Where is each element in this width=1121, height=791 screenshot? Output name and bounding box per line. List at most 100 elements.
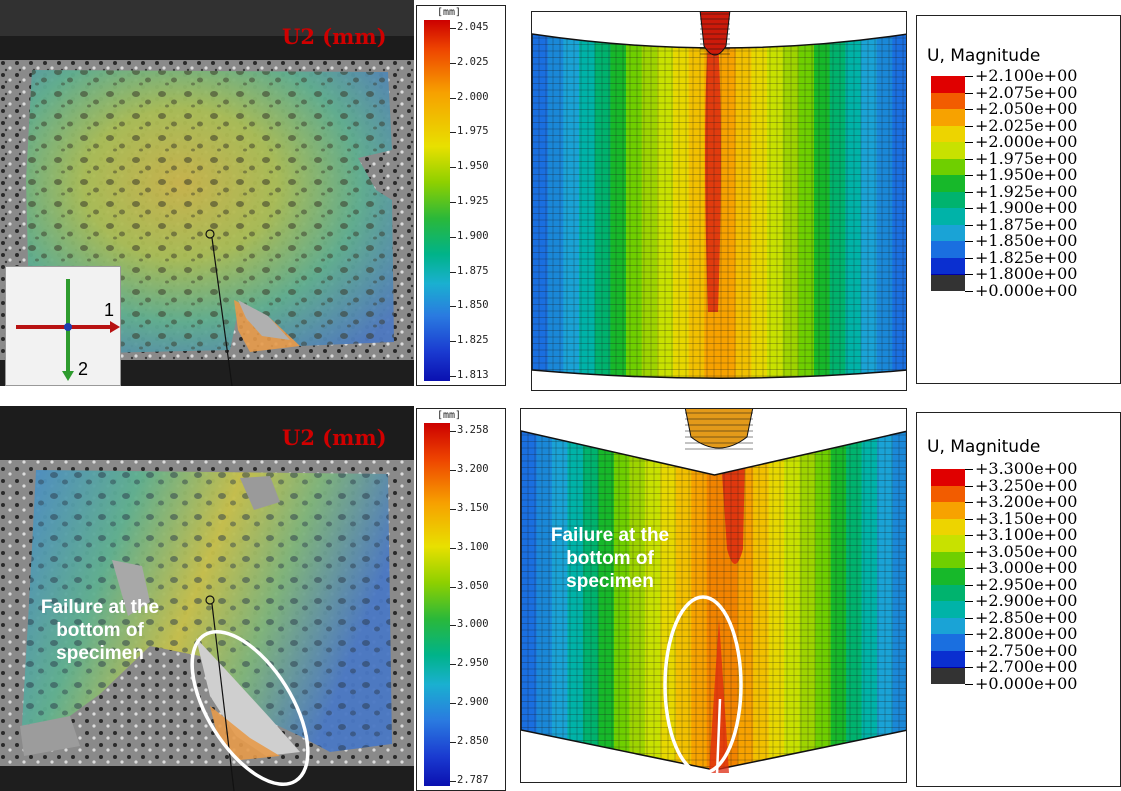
fe-stripe (536, 409, 552, 783)
fe-stripe (877, 12, 893, 391)
legend-tick (965, 535, 973, 536)
legend-tick (965, 601, 973, 602)
legend-value: +3.300e+00 (975, 461, 1077, 477)
legend-title-bottom: U, Magnitude (927, 437, 1040, 457)
colorbar-tick-label: 2.000 (457, 91, 489, 103)
colorbar-tick-mark (450, 587, 456, 588)
colorbar-unit-bottom: [mm] (437, 410, 461, 421)
fe-stripe (548, 12, 564, 391)
legend-tick (965, 684, 973, 685)
legend-swatch (931, 275, 965, 292)
colorbar-tick-mark (450, 742, 456, 743)
colorbar-tick-label: 2.950 (457, 657, 489, 669)
colorbar-top: [mm] 2.045 2.025 2.000 1.975 1.950 1.925 1.900… (416, 5, 506, 386)
legend-value: +3.100e+00 (975, 527, 1077, 543)
legend-swatch (931, 519, 965, 536)
fe-stripe (830, 12, 846, 391)
legend-swatch (931, 109, 965, 126)
colorbar-tick-mark (450, 237, 456, 238)
colorbar-tick-mark (450, 202, 456, 203)
legend-tick (965, 76, 973, 77)
legend-swatch (931, 159, 965, 176)
fe-stripe (626, 12, 642, 391)
failure-line-1: Failure at the (10, 596, 190, 619)
colorbar-tick-mark (450, 63, 456, 64)
colorbar-tick-label: 3.258 (457, 424, 489, 436)
legend-swatch (931, 469, 965, 486)
legend-value: +2.100e+00 (975, 68, 1077, 84)
colorbar-tick-label: 2.045 (457, 21, 489, 33)
fe-model-bottom (520, 408, 907, 783)
axis-indicator: 1 2 (5, 266, 121, 386)
fe-model-top (531, 11, 907, 391)
legend-swatch (931, 142, 965, 159)
colorbar-tick-mark (450, 376, 456, 377)
fe-stripe (831, 409, 847, 783)
failure-line-3: specimen (520, 570, 700, 593)
legend-value: +3.000e+00 (975, 560, 1077, 576)
legend-swatch (931, 258, 965, 275)
colorbar-tick-mark (450, 431, 456, 432)
failure-annotation-bottom-left: Failure at the bottom of specimen (10, 596, 190, 665)
colorbar-tick-label: 2.850 (457, 735, 489, 747)
legend-top: U, Magnitude +2.100e+00 +2.075e+00 +2.050e… (916, 15, 1121, 384)
axis-label-2: 2 (78, 359, 88, 380)
colorbar-gradient-top (424, 20, 450, 381)
legend-value: +2.000e+00 (975, 134, 1077, 150)
legend-swatch (931, 126, 965, 143)
failure-line-2: bottom of (520, 547, 700, 570)
fe-stripe (784, 409, 800, 783)
fe-stripe (845, 12, 861, 391)
legend-tick (965, 274, 973, 275)
legend-swatch (931, 668, 965, 685)
legend-tick (965, 469, 973, 470)
colorbar-bottom: [mm] 3.258 3.200 3.150 3.100 3.050 3.000 2.950… (416, 408, 506, 791)
failure-line-3: specimen (10, 642, 190, 665)
fe-stripe (614, 409, 630, 783)
colorbar-tick-mark (450, 341, 456, 342)
fe-stripe (736, 12, 752, 391)
legend-swatch (931, 76, 965, 93)
legend-tick (965, 651, 973, 652)
legend-swatch (931, 225, 965, 242)
colorbar-tick-label: 3.200 (457, 463, 489, 475)
legend-tick (965, 225, 973, 226)
legend-tick (965, 618, 973, 619)
legend-swatch (931, 486, 965, 503)
colorbar-tick-label: 3.100 (457, 541, 489, 553)
fe-stripe (846, 409, 862, 783)
colorbar-gradient-bottom (424, 423, 450, 786)
legend-value: +1.800e+00 (975, 266, 1077, 282)
legend-swatch (931, 175, 965, 192)
colorbar-tick-label: 1.900 (457, 230, 489, 242)
fe-stripe (610, 12, 626, 391)
colorbar-tick-label: 2.025 (457, 56, 489, 68)
colorbar-tick-label: 1.813 (457, 369, 489, 381)
legend-value: +2.800e+00 (975, 626, 1077, 642)
fe-stripe (579, 12, 595, 391)
legend-swatch (931, 552, 965, 569)
legend-value: +1.850e+00 (975, 233, 1077, 249)
colorbar-tick-mark (450, 98, 456, 99)
fe-stripe (657, 12, 673, 391)
legend-value: +0.000e+00 (975, 676, 1077, 692)
legend-tick (965, 142, 973, 143)
legend-tick (965, 502, 973, 503)
colorbar-tick-label: 2.787 (457, 774, 489, 786)
colorbar-tick-label: 1.975 (457, 125, 489, 137)
fe-stripe (767, 12, 783, 391)
fe-stripe (892, 12, 907, 391)
colorbar-tick-mark (450, 132, 456, 133)
legend-value: +2.050e+00 (975, 101, 1077, 117)
fe-peak-region (705, 42, 721, 312)
colorbar-tick-mark (450, 781, 456, 782)
legend-swatch (931, 241, 965, 258)
failure-line-2: bottom of (10, 619, 190, 642)
fe-stripe (751, 12, 767, 391)
legend-swatch (931, 502, 965, 519)
legend-swatch (931, 208, 965, 225)
colorbar-tick-label: 1.875 (457, 265, 489, 277)
colorbar-tick-label: 1.825 (457, 334, 489, 346)
colorbar-tick-mark (450, 664, 456, 665)
indenter (685, 409, 753, 448)
